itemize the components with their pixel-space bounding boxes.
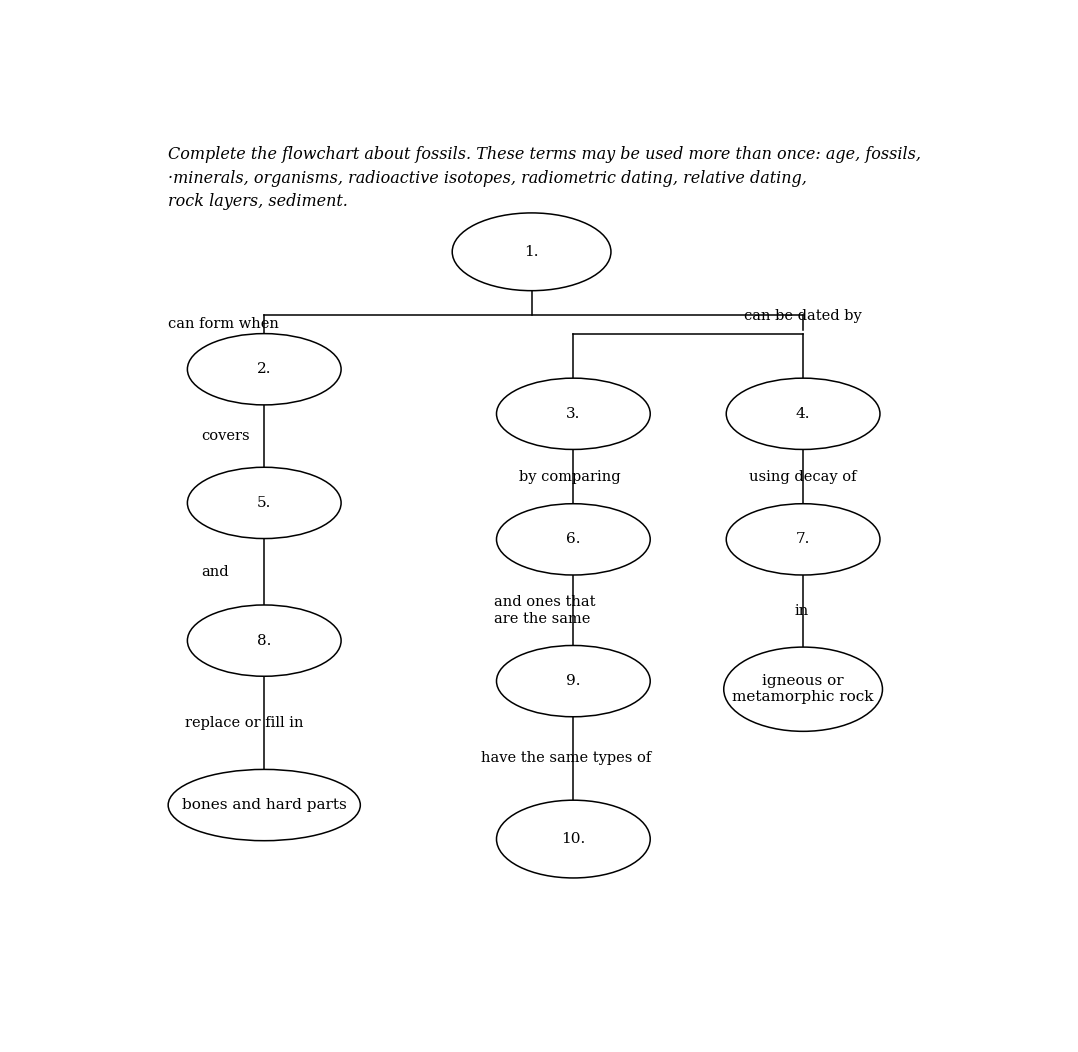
Ellipse shape (727, 504, 880, 575)
Ellipse shape (497, 801, 650, 878)
Ellipse shape (723, 647, 883, 731)
Text: 9.: 9. (566, 674, 581, 688)
Text: 5.: 5. (257, 495, 272, 510)
Text: igneous or
metamorphic rock: igneous or metamorphic rock (732, 674, 874, 705)
Ellipse shape (497, 504, 650, 575)
Text: 1.: 1. (524, 245, 539, 259)
Ellipse shape (497, 646, 650, 716)
Text: using decay of: using decay of (749, 469, 856, 484)
Text: can form when: can form when (168, 318, 279, 331)
Text: 6.: 6. (566, 532, 581, 546)
Ellipse shape (453, 213, 611, 290)
Ellipse shape (188, 333, 341, 405)
Ellipse shape (727, 378, 880, 449)
Ellipse shape (168, 769, 360, 841)
Text: have the same types of: have the same types of (482, 751, 652, 766)
Text: 2.: 2. (257, 362, 272, 377)
Text: can be dated by: can be dated by (744, 309, 862, 323)
Text: in: in (794, 604, 808, 618)
Text: 3.: 3. (566, 407, 581, 421)
Text: 7.: 7. (796, 532, 811, 546)
Text: replace or fill in: replace or fill in (185, 715, 303, 730)
Text: by comparing: by comparing (520, 469, 621, 484)
Text: bones and hard parts: bones and hard parts (182, 798, 347, 812)
Ellipse shape (188, 467, 341, 539)
Text: and: and (202, 565, 230, 579)
Text: covers: covers (202, 429, 250, 443)
Text: 4.: 4. (796, 407, 811, 421)
Ellipse shape (497, 378, 650, 449)
Text: 8.: 8. (257, 633, 272, 648)
Ellipse shape (188, 605, 341, 676)
Text: 10.: 10. (562, 832, 585, 846)
Text: and ones that
are the same: and ones that are the same (494, 594, 595, 626)
Text: Complete the flowchart about fossils. These terms may be used more than once: ag: Complete the flowchart about fossils. Th… (168, 146, 922, 210)
